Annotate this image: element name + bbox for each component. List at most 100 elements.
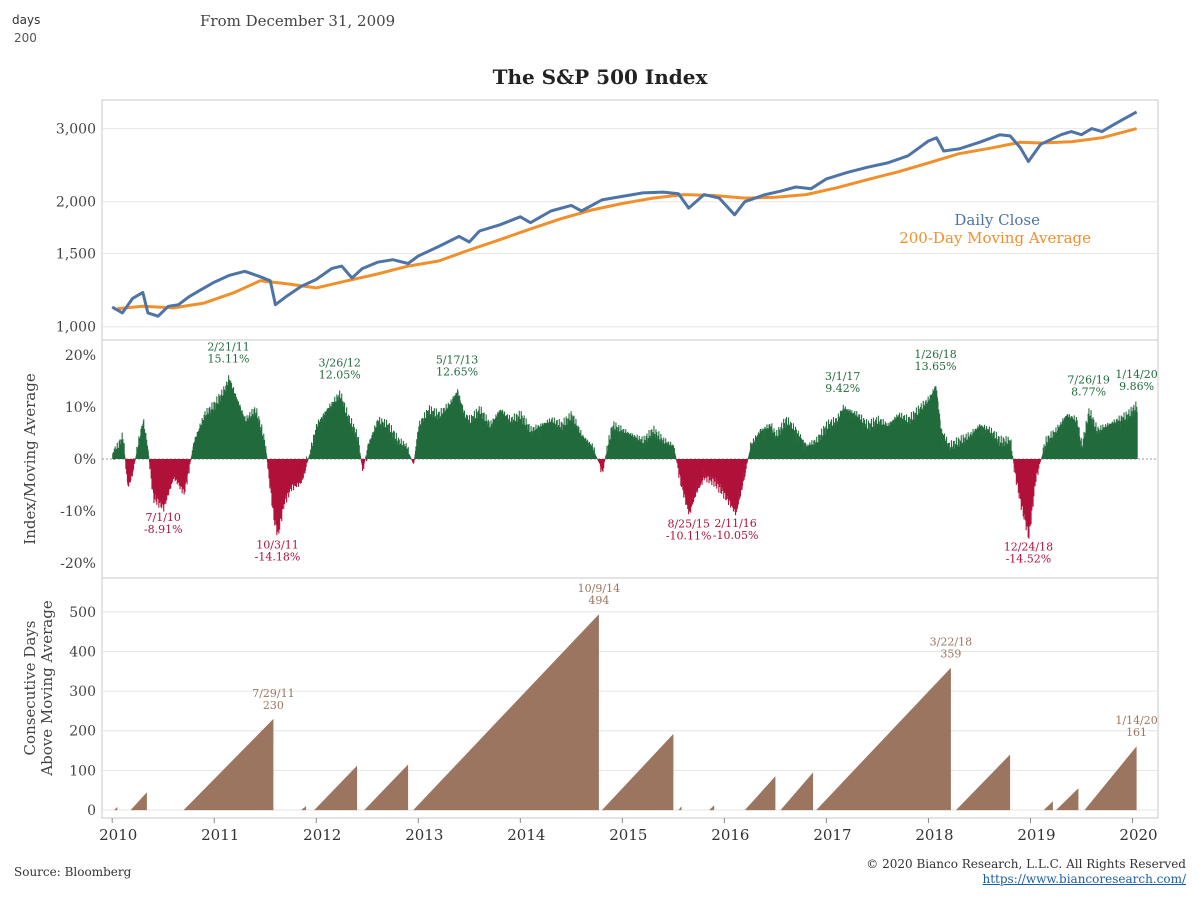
streak-triangle [364,764,409,811]
deviation-bar [1010,439,1012,459]
deviation-bar [306,456,308,459]
source-note: Source: Bloomberg [14,865,132,879]
deviation-bar [670,445,672,459]
deviation-bar [189,459,191,463]
deviation-bar [805,446,807,459]
streak-annotation-date: 1/14/20 [1115,714,1157,727]
deviation-bar [113,459,115,460]
deviation-annotation-value: -10.11% [666,529,712,542]
deviation-bar [188,459,190,474]
deviation-annotation-date: 12/24/18 [1004,540,1053,553]
deviation-annotation-date: 10/3/11 [256,539,298,552]
deviation-bar [133,459,135,470]
deviation-bar [802,439,804,459]
streak-triangle [183,718,274,811]
deviation-bar [305,459,307,468]
deviation-bar [413,459,415,460]
streak-triangle [780,772,814,811]
deviation-bar [193,443,195,459]
price-y-tick: 1,500 [56,247,96,263]
deviation-bar [407,447,409,459]
x-tick-label: 2012 [303,826,341,844]
legend-moving-average: 200-Day Moving Average [899,229,1091,247]
x-tick-label: 2016 [711,826,749,844]
deviation-bar [358,445,360,459]
deviation-annotation-value: -8.91% [144,523,183,536]
deviation-bar [311,442,313,459]
deviation-bar [264,439,266,459]
deviation-y-tick: 10% [65,400,96,416]
deviation-bar [606,445,608,459]
moving-average-line [117,127,1137,311]
price-y-tick: 3,000 [56,122,96,138]
deviation-bar [413,459,415,463]
deviation-y-tick: 20% [65,348,96,364]
deviation-bar [592,447,594,459]
streak-triangle [956,754,1011,811]
deviation-bar [364,459,366,462]
deviation-bar [593,450,595,459]
streak-y-tick: 100 [69,763,96,779]
deviation-annotation-value: -14.52% [1006,552,1052,565]
deviation-bar [1039,459,1041,462]
date-range-text: From December 31, 2009 [200,12,396,30]
deviation-y-tick: -20% [60,556,96,572]
deviation-bar [604,459,606,462]
deviation-bar [362,459,364,467]
deviation-annotation-date: 2/21/11 [207,341,249,354]
deviation-bar [583,436,585,459]
deviation-y-label: Index/Moving Average [21,373,39,545]
deviation-bar [266,455,268,459]
deviation-bar [360,458,362,459]
deviation-bar [113,452,115,459]
streak-annotation-date: 3/22/18 [930,636,972,649]
deviation-annotation-date: 2/11/16 [714,517,756,530]
streak-annotation-date: 10/9/14 [578,582,620,595]
deviation-annotation-date: 8/25/15 [667,517,709,530]
parameter-value[interactable]: 200 [14,31,37,45]
deviation-bar [746,459,748,462]
x-tick-label: 2011 [201,826,239,844]
deviation-bar [357,437,359,459]
streak-triangle [301,806,307,811]
deviation-bar [400,438,402,459]
x-tick-label: 2019 [1017,826,1055,844]
deviation-bar [1012,458,1014,459]
deviation-bar [752,438,754,459]
website-link[interactable]: https://www.biancoresearch.com/ [982,872,1186,886]
deviation-bar [678,459,680,478]
deviation-bar [663,437,665,459]
streak-y-label-line: Consecutive Days [21,621,39,756]
streak-y-tick: 400 [69,644,96,660]
deviation-bar [187,459,189,470]
deviation-bar [1037,459,1039,475]
deviation-annotation-date: 1/14/20 [1115,368,1157,381]
deviation-bar [398,439,400,459]
deviation-annotation-date: 5/17/13 [436,353,478,366]
deviation-bar [364,459,366,461]
chart-title: The S&P 500 Index [492,65,708,89]
streak-y-tick: 500 [69,605,96,621]
streak-annotation-value: 359 [940,648,961,661]
deviation-bar [666,442,668,459]
deviation-bar [367,443,369,459]
deviation-bar [307,459,309,461]
deviation-bar [190,459,192,461]
deviation-annotation-date: 3/26/12 [319,356,361,369]
deviation-bar [146,439,148,459]
deviation-bar [148,455,150,459]
deviation-bar [603,459,605,469]
deviation-bar [601,459,603,470]
deviation-bar [670,441,672,459]
deviation-bar [415,446,417,459]
deviation-bar [410,457,412,459]
x-tick-label: 2014 [507,826,545,844]
deviation-bar [600,459,602,473]
deviation-bar [804,442,806,459]
streak-panel-frame [101,577,1159,819]
deviation-annotation-value: 8.77% [1071,385,1106,398]
deviation-bar [366,459,368,462]
x-tick-label: 2015 [609,826,647,844]
deviation-bar [265,446,267,459]
